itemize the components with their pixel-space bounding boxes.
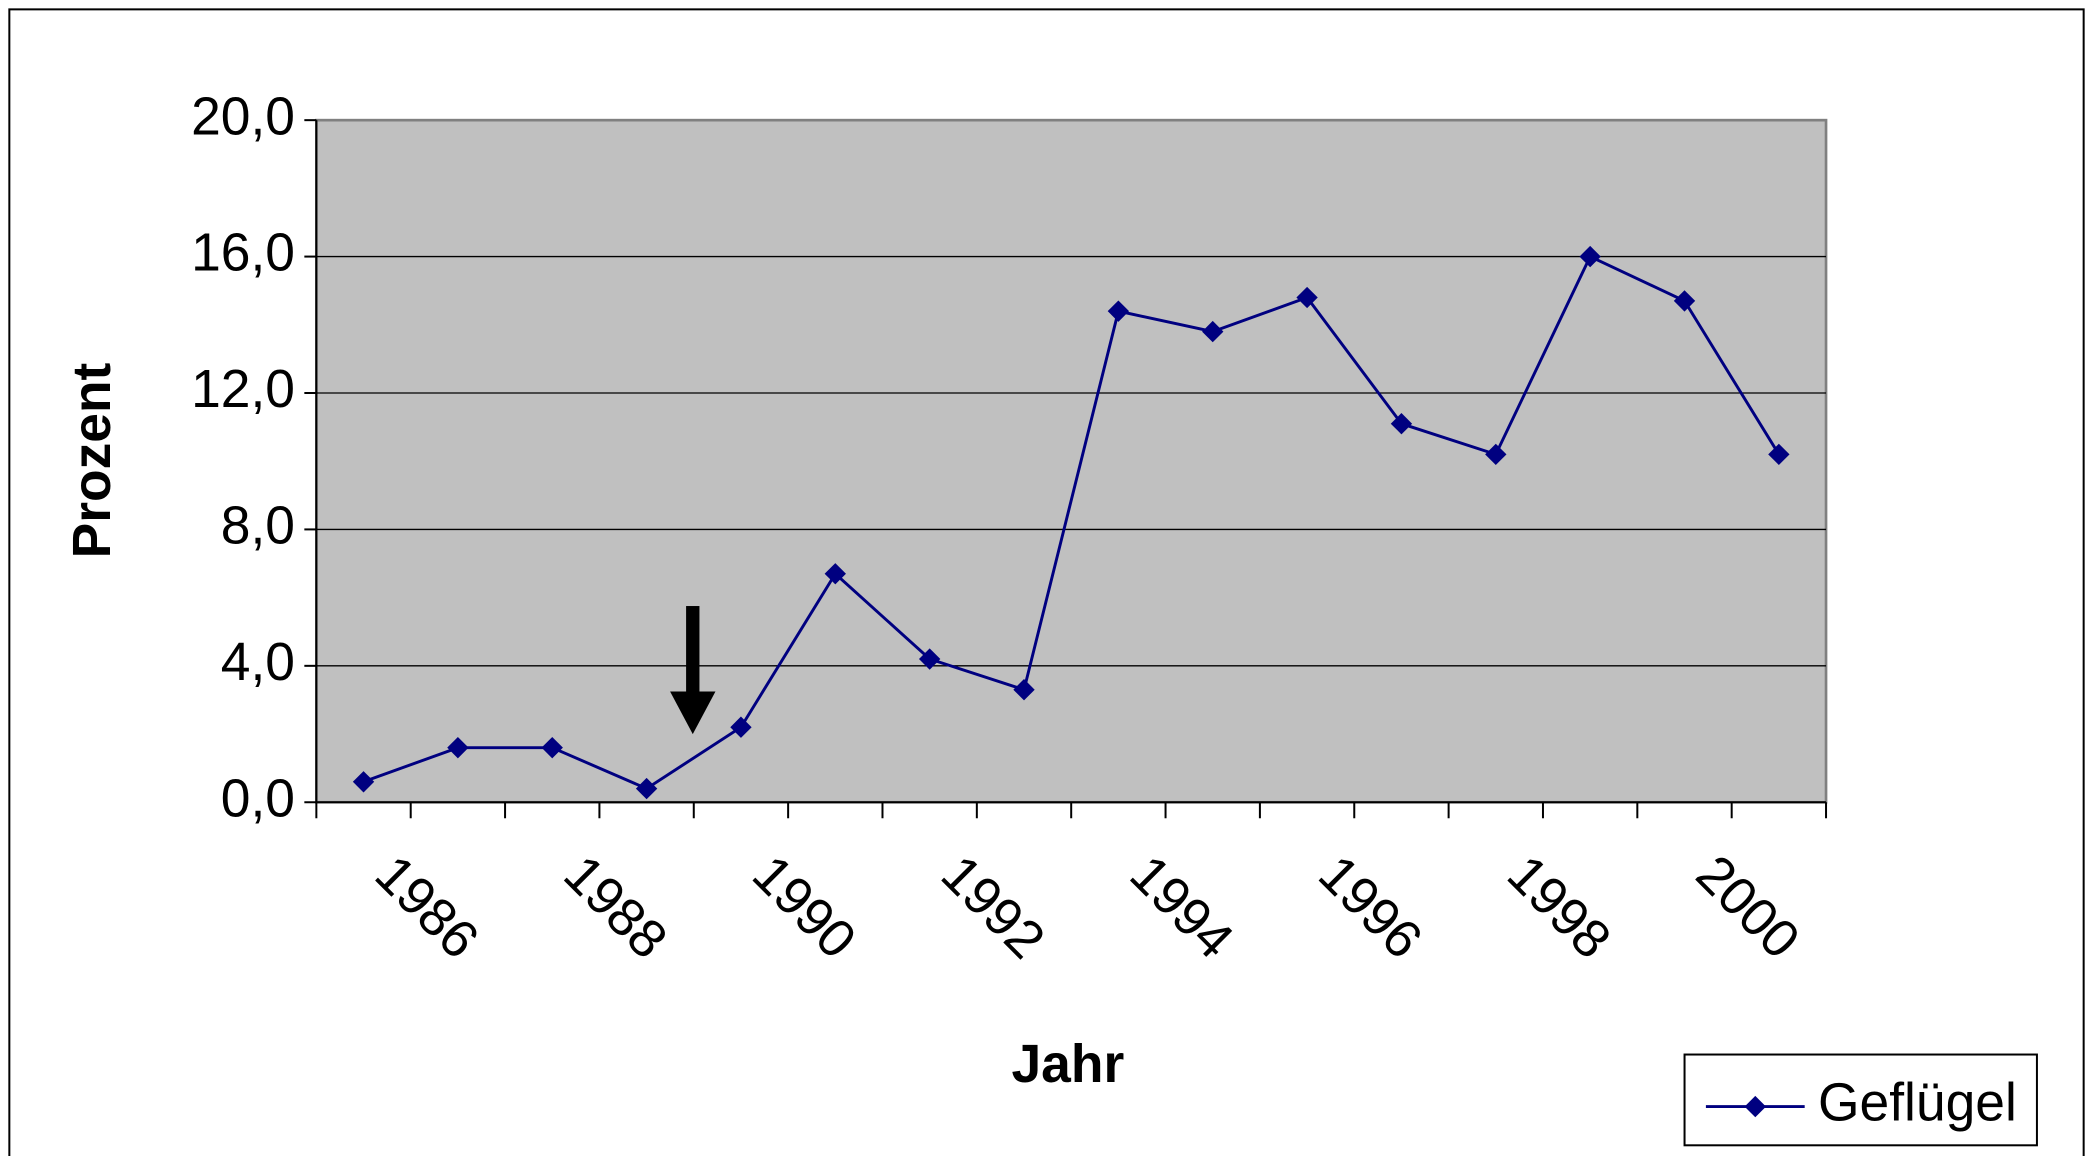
y-tick-label: 0,0 [221,769,295,828]
data-point [1296,286,1318,309]
y-tick-label: 8,0 [221,497,295,556]
x-axis-title: Jahr [1011,1035,1124,1094]
legend-marker [1744,1095,1766,1118]
data-point [1673,290,1696,312]
y-axis-title: Prozent [63,362,122,558]
series-line [363,254,1781,791]
y-tick-label: 20,0 [191,87,295,146]
data-point [1390,413,1413,435]
data-point [824,563,846,585]
data-point [541,737,563,759]
data-point [918,648,941,670]
y-tick-label: 12,0 [191,360,295,419]
data-point [635,777,658,800]
legend [1683,1053,2038,1147]
y-tick-label: 16,0 [191,224,295,283]
arrow-head [670,691,716,735]
data-point [1485,443,1507,466]
data-point [447,737,469,759]
data-point [1107,300,1130,322]
plot-area [315,118,1828,804]
arrow-shaft [686,606,700,695]
data-point [730,716,752,738]
data-point [1202,320,1224,343]
annotation-arrow [670,606,716,735]
data-point [352,771,375,793]
legend-label: Geflügel [1818,1074,2017,1133]
y-tick-label: 4,0 [221,633,295,692]
